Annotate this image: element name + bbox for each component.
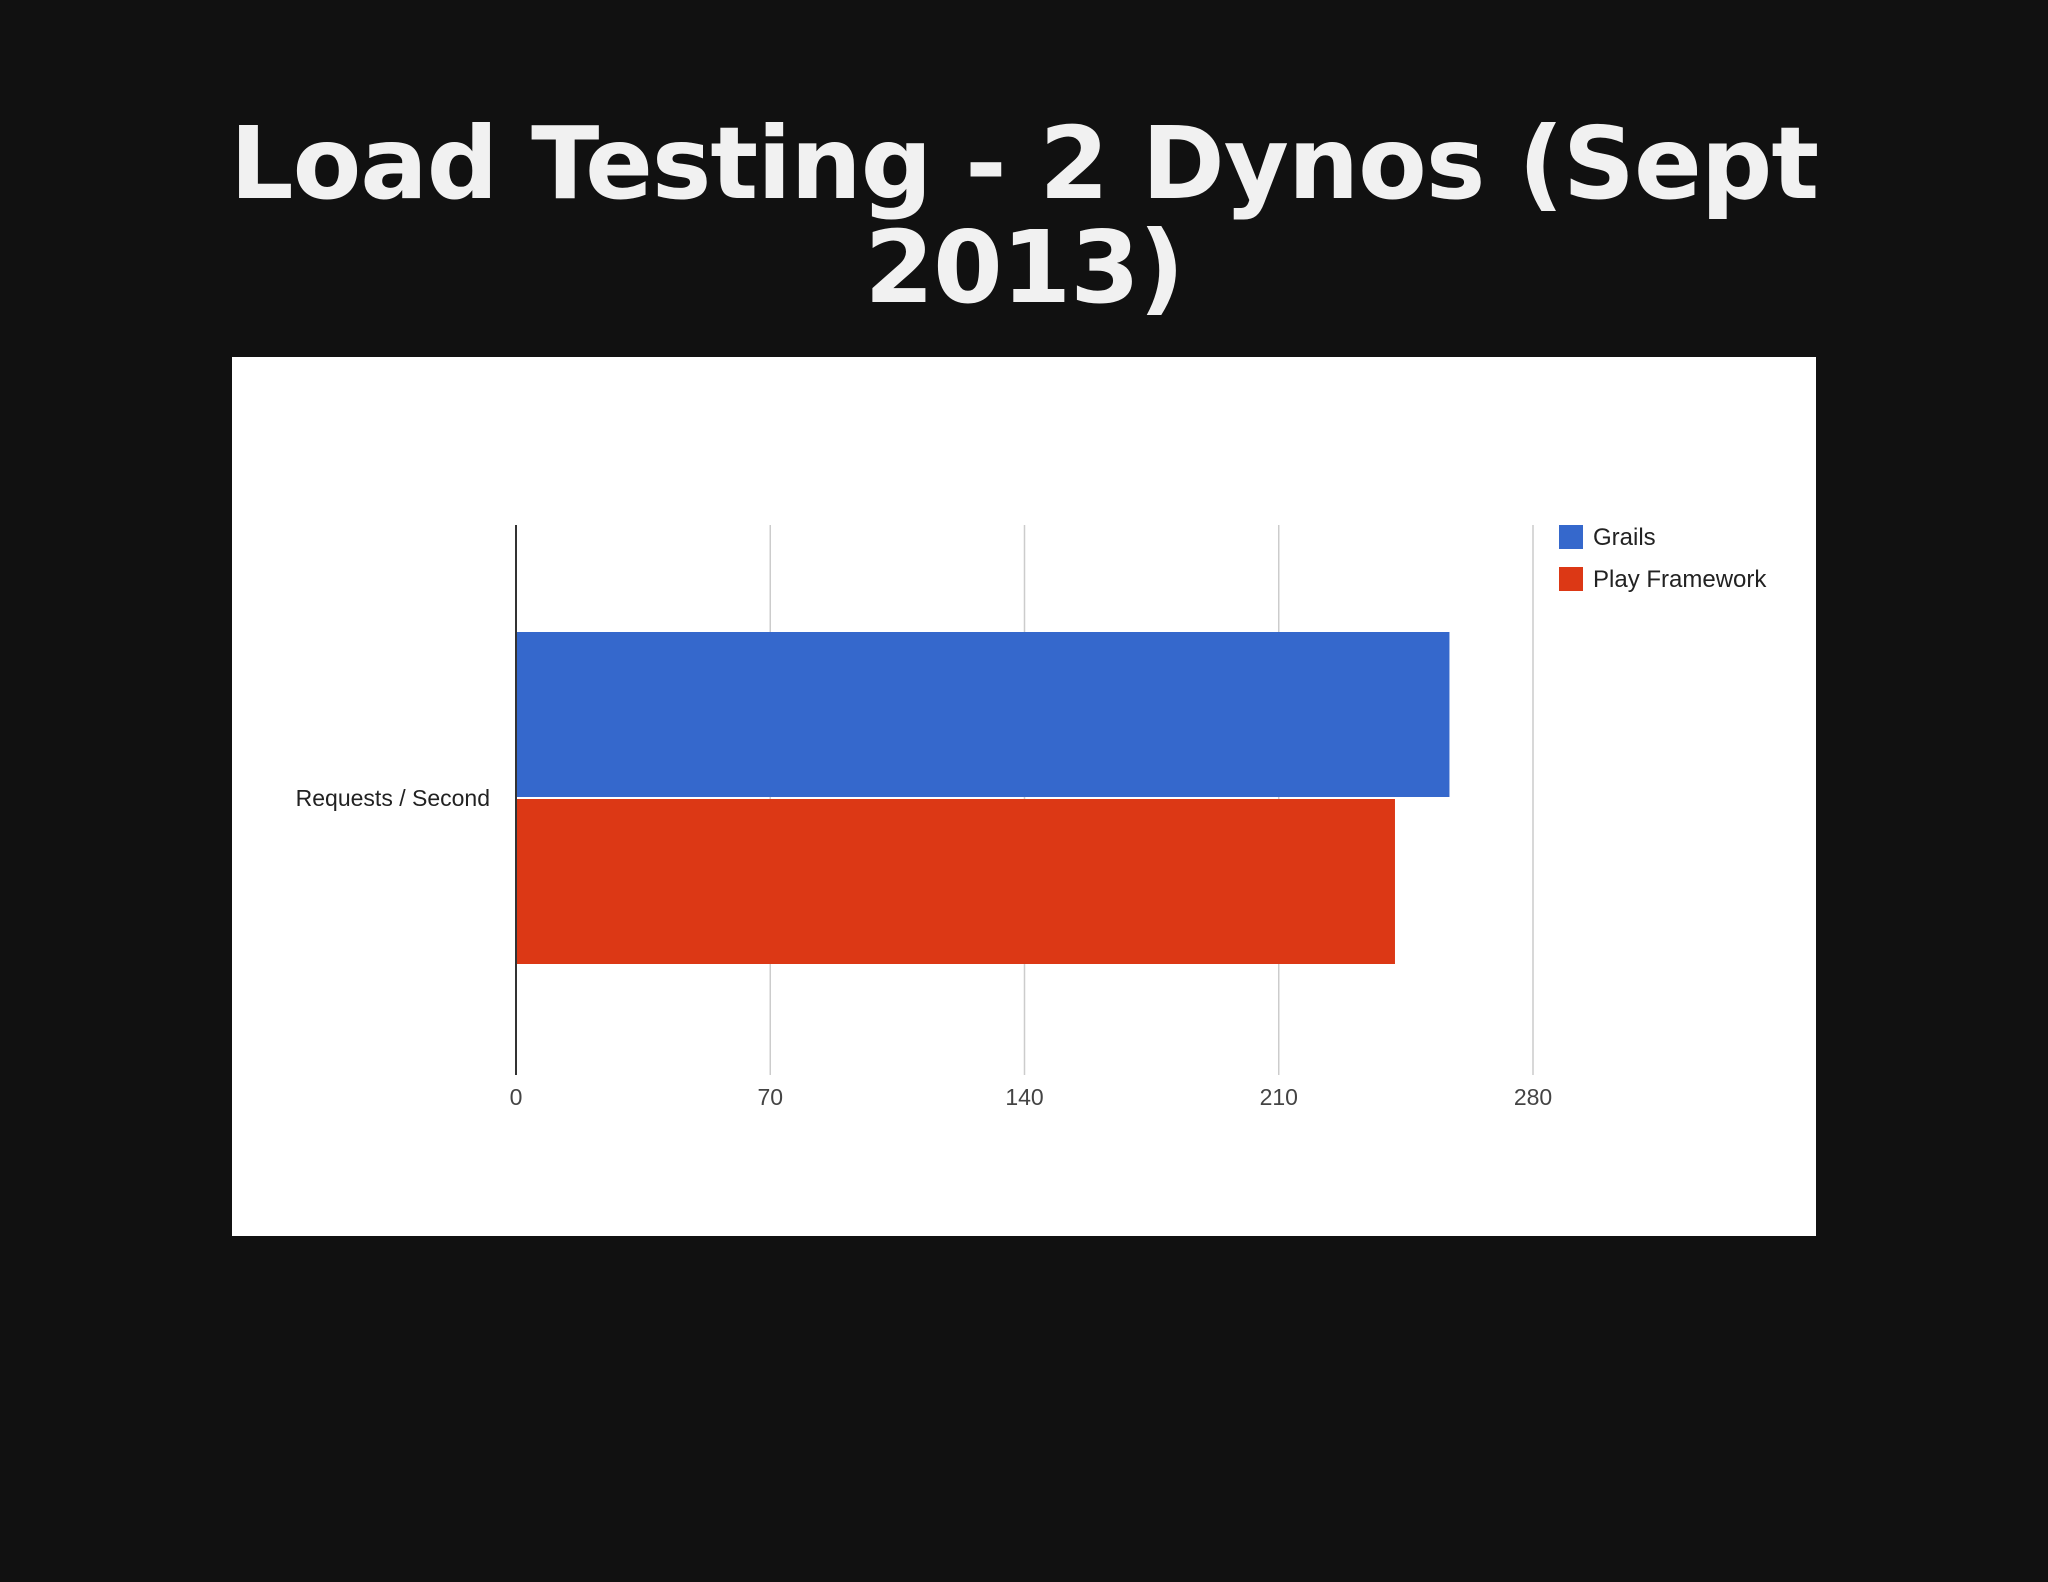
bar-play-framework [516, 799, 1395, 964]
category-label: Requests / Second [296, 785, 490, 811]
legend-label: Play Framework [1593, 566, 1767, 593]
x-tick-label: 280 [1514, 1084, 1552, 1110]
chart-panel: 0 70 140 210 280 Requests / Second Grails Play … [232, 357, 1816, 1236]
bar-grails [516, 632, 1450, 797]
legend-swatch [1559, 567, 1583, 591]
slide-title: Load Testing - 2 Dynos (Sept 2013) [229, 105, 1819, 326]
legend-label: Grails [1593, 524, 1656, 551]
x-tick-label: 210 [1260, 1084, 1298, 1110]
x-tick-label: 70 [757, 1084, 783, 1110]
bar-chart: 0 70 140 210 280 Requests / Second Grails Play … [296, 524, 1768, 1110]
x-tick-label: 140 [1005, 1084, 1043, 1110]
legend-swatch [1559, 525, 1583, 549]
x-tick-label: 0 [510, 1084, 523, 1110]
